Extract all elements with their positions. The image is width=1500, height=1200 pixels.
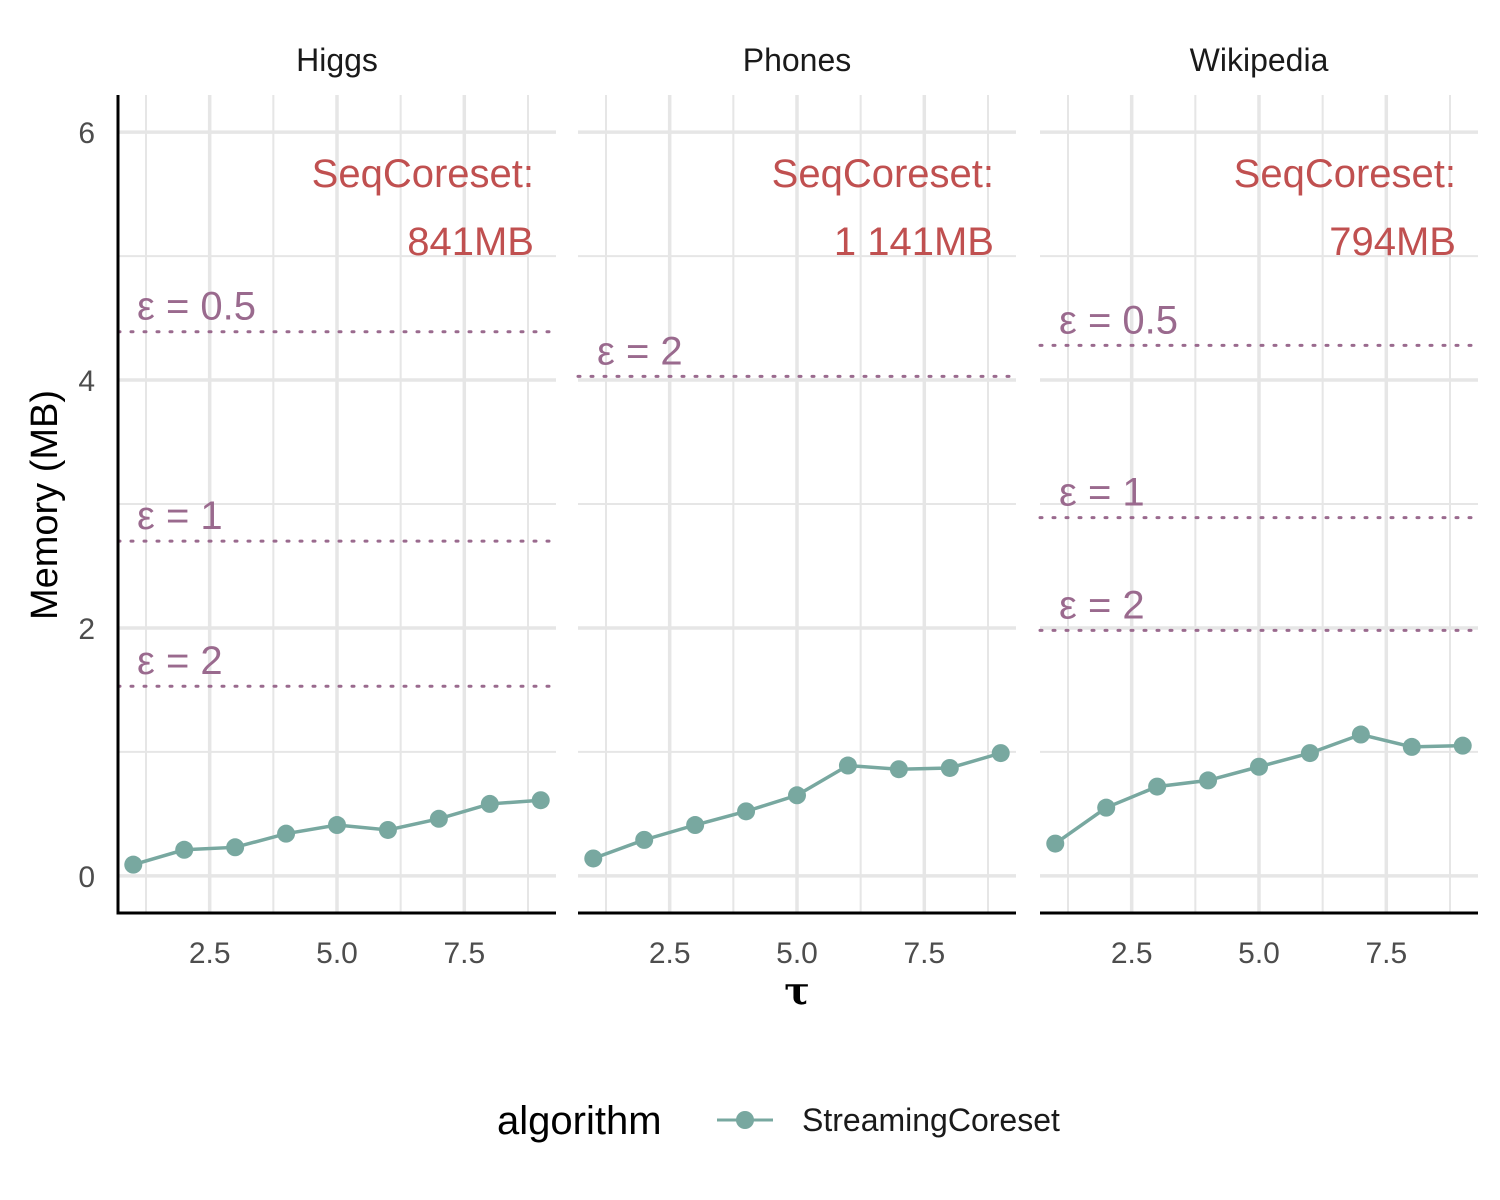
seq-coreset-label: SeqCoreset: bbox=[312, 152, 534, 196]
x-tick-label: 7.5 bbox=[443, 937, 485, 970]
epsilon-label: ε = 0.5 bbox=[1059, 298, 1178, 342]
x-tick-label: 2.5 bbox=[1111, 937, 1153, 970]
x-tick-label: 2.5 bbox=[649, 937, 691, 970]
data-point bbox=[838, 756, 857, 775]
panel-phones: Phones SeqCoreset: 1 141MB ε = 2 bbox=[576, 42, 1018, 913]
x-tick-label: 5.0 bbox=[316, 937, 358, 970]
data-point bbox=[480, 794, 499, 813]
data-point bbox=[991, 744, 1010, 763]
data-point bbox=[635, 830, 654, 849]
grid-minor bbox=[118, 95, 556, 913]
data-point bbox=[226, 838, 245, 857]
panel-title: Phones bbox=[743, 42, 852, 78]
data-point bbox=[788, 786, 806, 805]
data-point bbox=[1402, 737, 1421, 756]
data-point bbox=[277, 824, 296, 843]
data-point bbox=[737, 802, 756, 821]
data-point bbox=[889, 760, 908, 779]
panel-title: Wikipedia bbox=[1190, 42, 1329, 78]
data-point bbox=[429, 809, 448, 828]
legend-item-label: StreamingCoreset bbox=[802, 1102, 1060, 1138]
data-point bbox=[1199, 771, 1218, 790]
legend: algorithm StreamingCoreset bbox=[497, 1099, 1060, 1143]
epsilon-label: ε = 2 bbox=[137, 639, 223, 683]
legend-key-point bbox=[736, 1111, 754, 1129]
epsilon-label: ε = 1 bbox=[137, 494, 223, 538]
x-tick-label: 2.5 bbox=[189, 937, 231, 970]
epsilon-label: ε = 2 bbox=[1059, 583, 1145, 627]
data-point bbox=[378, 820, 397, 839]
data-point bbox=[1148, 777, 1167, 796]
data-point bbox=[531, 791, 550, 810]
y-tick-label: 0 bbox=[78, 861, 95, 894]
x-tick-label: 5.0 bbox=[776, 937, 818, 970]
epsilon-label: ε = 1 bbox=[1059, 471, 1145, 515]
y-tick-label: 2 bbox=[78, 613, 95, 646]
data-point bbox=[124, 855, 143, 874]
seq-coreset-label: SeqCoreset: bbox=[772, 152, 994, 196]
panel-higgs: Higgs SeqCoreset: 841MB ε = 0.5 ε = 1 ε = 2 bbox=[116, 42, 558, 913]
axes-layer: 2.5 5.0 7.5 2.5 5.0 7.5 2.5 5.0 7.5 0 2 4 6 bbox=[78, 95, 1478, 970]
data-point bbox=[175, 840, 194, 859]
data-point bbox=[1300, 744, 1319, 763]
grid-major bbox=[118, 95, 556, 913]
x-tick-label: 7.5 bbox=[903, 937, 945, 970]
seq-coreset-label: SeqCoreset: bbox=[1234, 152, 1456, 196]
seq-coreset-value: 794MB bbox=[1329, 220, 1456, 264]
x-axis-label: τ bbox=[784, 968, 810, 1013]
data-point bbox=[1351, 725, 1370, 744]
x-tick-label: 7.5 bbox=[1365, 937, 1407, 970]
data-point bbox=[1453, 736, 1472, 755]
data-point bbox=[328, 816, 346, 835]
grid-major bbox=[578, 95, 1016, 913]
epsilon-label: ε = 2 bbox=[597, 329, 683, 373]
data-point bbox=[1097, 798, 1116, 817]
seq-coreset-value: 841MB bbox=[407, 220, 534, 264]
data-point bbox=[686, 816, 705, 835]
x-tick-label: 5.0 bbox=[1238, 937, 1280, 970]
legend-title: algorithm bbox=[497, 1099, 662, 1143]
panel-wikipedia: Wikipedia SeqCoreset: 794MB ε = 0.5 ε = 1 ε =… bbox=[1038, 42, 1480, 913]
seq-coreset-value: 1 141MB bbox=[834, 220, 994, 264]
data-point bbox=[1250, 757, 1268, 776]
y-tick-label: 6 bbox=[78, 117, 95, 150]
data-point bbox=[1046, 834, 1065, 853]
epsilon-label: ε = 0.5 bbox=[137, 285, 256, 329]
grid-major bbox=[1040, 95, 1478, 913]
y-axis-label: Memory (MB) bbox=[24, 390, 66, 620]
data-point bbox=[584, 849, 603, 868]
panel-title: Higgs bbox=[296, 42, 378, 78]
data-point bbox=[940, 758, 959, 777]
grid-minor bbox=[1040, 95, 1478, 913]
y-tick-label: 4 bbox=[78, 365, 95, 398]
